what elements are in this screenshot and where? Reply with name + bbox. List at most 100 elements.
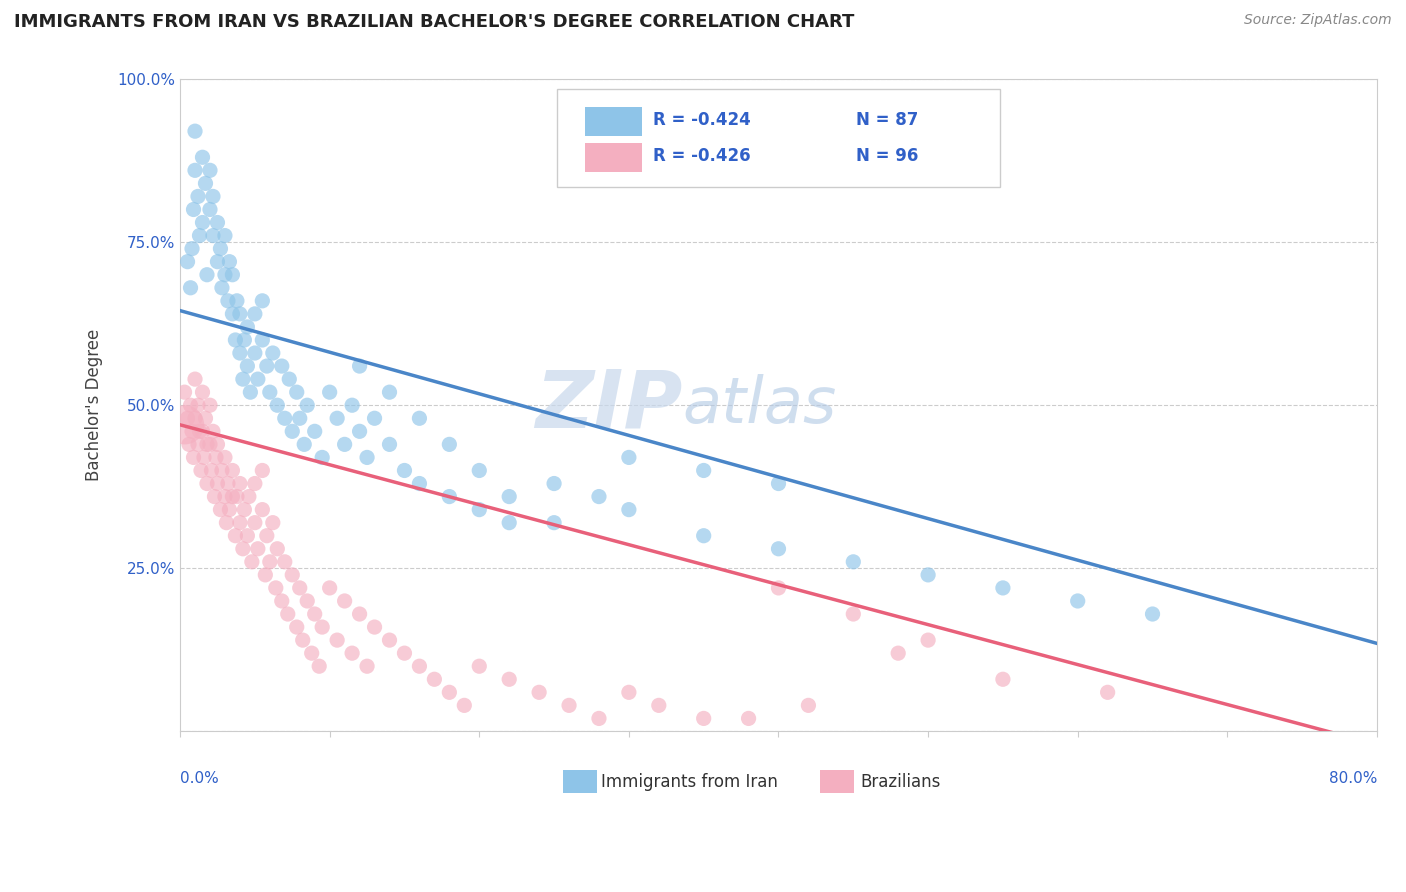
Point <box>194 411 217 425</box>
Point <box>1067 594 1090 608</box>
Point <box>349 359 371 373</box>
Point <box>211 463 233 477</box>
Point <box>233 333 256 347</box>
FancyBboxPatch shape <box>562 770 596 794</box>
Point <box>468 659 491 673</box>
Point <box>187 398 209 412</box>
Point <box>262 516 284 530</box>
Point <box>195 476 218 491</box>
Point <box>215 516 238 530</box>
Point <box>184 124 207 138</box>
Point <box>326 411 349 425</box>
Point <box>252 293 274 308</box>
Point <box>259 555 281 569</box>
Point <box>297 594 319 608</box>
Point <box>232 372 254 386</box>
Point <box>246 541 269 556</box>
Point <box>768 581 790 595</box>
Text: N = 87: N = 87 <box>856 111 918 129</box>
Text: N = 96: N = 96 <box>856 147 918 166</box>
Point <box>297 398 319 412</box>
Point <box>648 698 671 713</box>
Point <box>270 594 292 608</box>
Point <box>408 659 430 673</box>
Point <box>311 450 333 465</box>
Point <box>252 463 274 477</box>
FancyBboxPatch shape <box>820 770 853 794</box>
Point <box>498 673 520 687</box>
Point <box>201 228 224 243</box>
Point <box>311 620 333 634</box>
Point <box>768 476 790 491</box>
Point <box>176 411 198 425</box>
Point <box>188 425 211 439</box>
Point <box>191 215 214 229</box>
Point <box>198 163 221 178</box>
Point <box>173 385 195 400</box>
Point <box>236 529 259 543</box>
FancyBboxPatch shape <box>557 89 1000 186</box>
Point <box>378 437 401 451</box>
Point <box>349 607 371 621</box>
Point <box>304 607 326 621</box>
Point <box>356 450 378 465</box>
Point <box>173 417 195 432</box>
Point <box>236 359 259 373</box>
Point <box>692 463 714 477</box>
Point <box>842 555 865 569</box>
Point <box>209 502 232 516</box>
Point <box>617 450 640 465</box>
Point <box>181 425 204 439</box>
Point <box>498 516 520 530</box>
Point <box>256 529 278 543</box>
Point <box>184 163 207 178</box>
Point <box>214 490 236 504</box>
Point <box>468 463 491 477</box>
Point <box>198 437 221 451</box>
Point <box>340 646 363 660</box>
Text: Brazilians: Brazilians <box>860 772 941 790</box>
Point <box>356 659 378 673</box>
Point <box>277 607 299 621</box>
Point <box>184 372 207 386</box>
Text: R = -0.426: R = -0.426 <box>652 147 751 166</box>
Point <box>887 646 910 660</box>
Point <box>692 529 714 543</box>
Point <box>239 385 262 400</box>
Text: Source: ZipAtlas.com: Source: ZipAtlas.com <box>1244 13 1392 28</box>
Point <box>301 646 323 660</box>
Point <box>243 307 266 321</box>
Point <box>423 673 446 687</box>
Point <box>558 698 581 713</box>
Point <box>617 502 640 516</box>
Point <box>225 293 247 308</box>
Point <box>243 346 266 360</box>
Point <box>318 581 340 595</box>
Point <box>221 307 243 321</box>
Point <box>217 476 239 491</box>
Y-axis label: Bachelor's Degree: Bachelor's Degree <box>86 329 103 482</box>
Point <box>243 516 266 530</box>
Point <box>211 281 233 295</box>
Point <box>229 516 252 530</box>
Point <box>468 502 491 516</box>
Point <box>194 177 217 191</box>
Point <box>207 254 229 268</box>
Point <box>200 463 222 477</box>
Point <box>308 659 330 673</box>
FancyBboxPatch shape <box>585 107 643 136</box>
Point <box>187 189 209 203</box>
Text: atlas: atlas <box>683 375 837 436</box>
Point <box>285 385 308 400</box>
Point <box>408 476 430 491</box>
Point <box>233 502 256 516</box>
Point <box>229 476 252 491</box>
Point <box>191 150 214 164</box>
Point <box>198 202 221 217</box>
Point <box>207 437 229 451</box>
Point <box>991 673 1014 687</box>
Point <box>917 633 939 648</box>
Point <box>1142 607 1164 621</box>
Point <box>692 711 714 725</box>
Point <box>281 425 304 439</box>
